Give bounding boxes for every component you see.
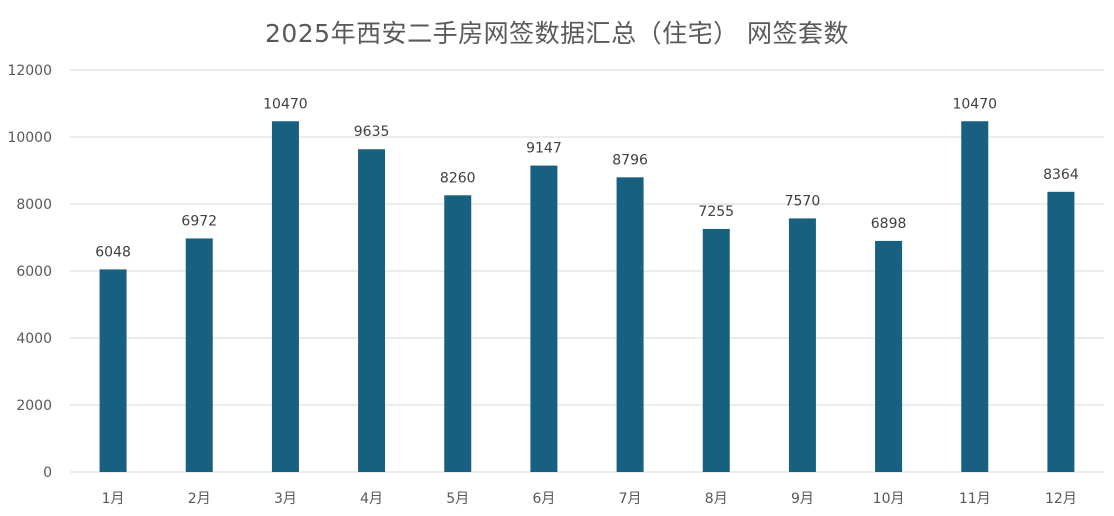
data-label: 7255 [698,204,734,220]
y-tick-label: 6000 [16,264,52,280]
x-tick-label: 4月 [360,491,383,507]
bar [185,238,213,472]
bar [961,121,989,472]
data-label: 7570 [785,193,821,209]
y-tick-label: 8000 [16,197,52,213]
data-label: 8364 [1043,167,1079,183]
bar [788,218,816,472]
y-tick-label: 2000 [16,398,52,414]
bar [444,195,472,473]
data-label: 6898 [871,216,907,232]
bar [358,149,386,473]
x-tick-label: 2月 [188,491,211,507]
x-tick-label: 8月 [705,491,728,507]
y-tick-label: 10000 [7,130,52,146]
data-label: 10470 [952,96,997,112]
x-tick-label: 12月 [1045,491,1077,507]
x-tick-label: 9月 [791,491,814,507]
bar [271,121,299,472]
x-tick-label: 5月 [446,491,469,507]
x-tick-label: 11月 [959,491,991,507]
data-label: 6972 [181,213,217,229]
chart-title: 2025年西安二手房网签数据汇总（住宅） 网签套数 [264,19,850,48]
bar [1047,191,1075,472]
x-tick-label: 1月 [102,491,125,507]
x-tick-label: 3月 [274,491,297,507]
data-label: 9147 [526,141,562,157]
bar [530,165,558,472]
bar [616,177,644,473]
y-tick-label: 12000 [7,63,52,79]
bar [875,240,903,472]
data-label: 9635 [354,124,390,140]
y-tick-label: 4000 [16,331,52,347]
data-label: 6048 [95,244,131,260]
x-tick-label: 10月 [873,491,905,507]
y-tick-label: 0 [43,465,52,481]
data-label: 10470 [263,96,308,112]
x-tick-label: 7月 [619,491,642,507]
x-tick-label: 6月 [532,491,555,507]
data-label: 8796 [612,152,648,168]
bar [99,269,127,472]
bar [702,228,730,472]
data-label: 8260 [440,170,476,186]
